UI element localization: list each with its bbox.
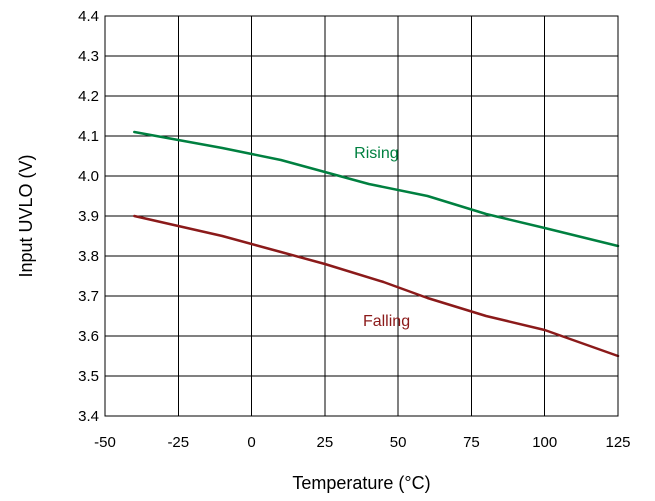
y-tick-label: 4.0	[78, 168, 99, 185]
y-tick-label: 4.2	[78, 88, 99, 105]
x-tick-label: 50	[390, 434, 407, 451]
x-tick-label: 75	[463, 434, 480, 451]
y-tick-labels: 3.4 3.5 3.6 3.7 3.8 3.9 4.0 4.1 4.2 4.3 4.4	[78, 8, 99, 425]
x-axis-title: Temperature (°C)	[292, 473, 430, 493]
series-line-falling	[133, 214, 620, 358]
y-tick-label: 4.1	[78, 128, 99, 145]
x-tick-label: -50	[94, 434, 116, 451]
series-labels: Rising Falling	[354, 145, 410, 330]
series-label-rising: Rising	[354, 145, 398, 162]
y-tick-label: 3.9	[78, 208, 99, 225]
plot-frame	[104, 15, 619, 417]
y-tick-label: 3.8	[78, 248, 99, 265]
x-tick-label: 125	[605, 434, 630, 451]
x-tick-labels: -50 -25 0 25 50 75 100 125	[94, 434, 630, 451]
x-tick-label: -25	[167, 434, 189, 451]
series-label-falling: Falling	[363, 313, 410, 330]
x-tick-label: 100	[532, 434, 557, 451]
series-lines	[133, 130, 620, 358]
y-axis-title: Input UVLO (V)	[16, 154, 36, 277]
y-tick-label: 3.7	[78, 288, 99, 305]
y-tick-label: 3.6	[78, 328, 99, 345]
y-tick-label: 3.5	[78, 368, 99, 385]
y-tick-label: 4.4	[78, 8, 99, 25]
series-line-rising	[133, 130, 620, 248]
y-tick-label: 3.4	[78, 408, 99, 425]
grid	[104, 15, 619, 417]
x-tick-label: 0	[247, 434, 255, 451]
x-tick-label: 25	[317, 434, 334, 451]
y-tick-label: 4.3	[78, 48, 99, 65]
